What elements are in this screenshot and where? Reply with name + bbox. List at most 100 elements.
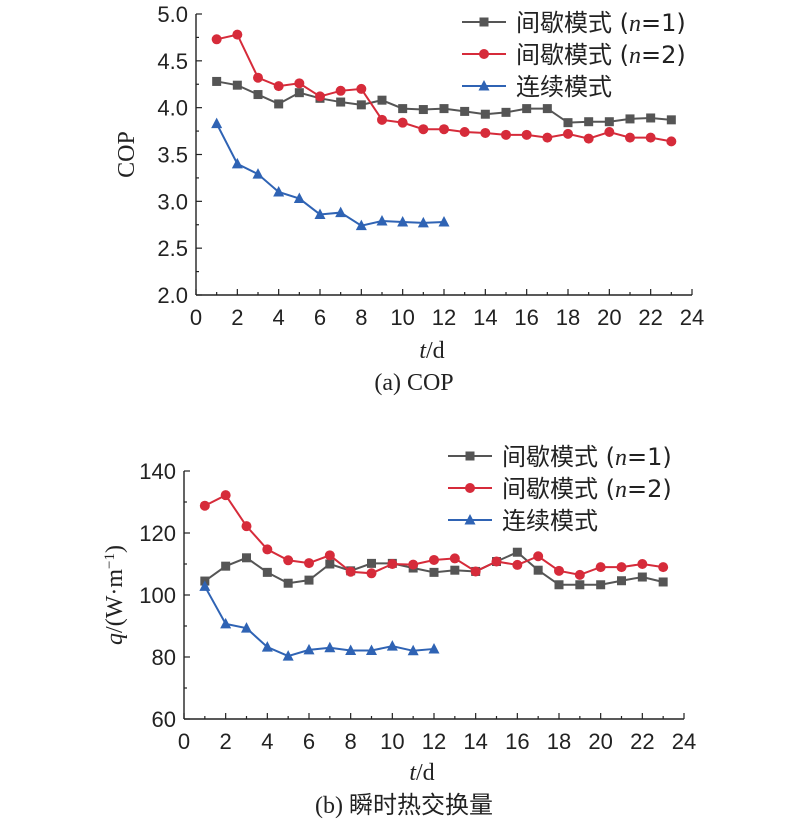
data-point xyxy=(283,578,293,588)
data-point xyxy=(345,644,357,655)
series-circle xyxy=(211,29,677,147)
data-point xyxy=(522,104,532,114)
data-point xyxy=(324,550,335,561)
x-tick-label: 16 xyxy=(505,729,529,754)
series-circle xyxy=(199,490,669,580)
data-point xyxy=(253,90,263,100)
legend-marker xyxy=(479,17,489,27)
data-point xyxy=(211,34,222,45)
y-tick-label: 80 xyxy=(152,645,176,670)
x-tick-label: 20 xyxy=(597,305,621,330)
data-point xyxy=(199,580,211,591)
data-point xyxy=(604,117,614,127)
data-point xyxy=(491,556,502,567)
data-point xyxy=(335,85,346,96)
chart-heat-exchange: 0 2 4 6 8 10 12 14 16 18 20 22 246080100120140t/dq/(… xyxy=(102,443,696,819)
data-point xyxy=(554,565,564,576)
data-point xyxy=(397,117,408,128)
legend-marker xyxy=(478,80,490,91)
data-point xyxy=(438,215,450,227)
series-triangle xyxy=(199,580,440,661)
x-tick-label: 4 xyxy=(273,305,285,330)
y-tick-label: 4.0 xyxy=(157,96,188,121)
x-tick-label: 10 xyxy=(380,729,404,754)
data-point xyxy=(658,577,668,587)
data-point xyxy=(501,107,511,117)
data-point xyxy=(241,521,252,532)
legend-marker xyxy=(464,514,476,525)
data-point xyxy=(304,558,314,569)
data-point xyxy=(273,185,285,197)
data-point xyxy=(377,114,387,125)
data-point xyxy=(336,97,346,107)
data-point xyxy=(398,104,408,114)
data-point xyxy=(574,569,585,580)
data-point xyxy=(512,559,523,570)
series-triangle xyxy=(211,117,450,231)
data-point xyxy=(428,642,440,654)
y-tick-label: 60 xyxy=(152,707,176,732)
data-point xyxy=(429,567,439,577)
data-point xyxy=(211,117,223,129)
data-point xyxy=(616,562,627,573)
data-point xyxy=(542,104,552,114)
data-point xyxy=(646,113,656,123)
data-point xyxy=(617,576,626,586)
x-tick-label: 20 xyxy=(588,729,612,754)
x-tick-label: 8 xyxy=(355,305,367,330)
data-point xyxy=(356,100,366,110)
data-point xyxy=(418,105,428,115)
data-point xyxy=(252,168,264,179)
data-point xyxy=(637,572,647,582)
data-point xyxy=(408,559,419,570)
legend-entry: 间歇模式 (n=2) xyxy=(462,41,686,69)
data-point xyxy=(242,553,251,563)
data-point xyxy=(533,551,544,562)
legend-marker xyxy=(479,49,489,59)
data-point xyxy=(273,81,284,92)
data-point xyxy=(501,129,511,140)
data-point xyxy=(480,109,490,119)
legend-entry: 连续模式 xyxy=(462,73,612,101)
data-point xyxy=(575,580,585,590)
x-tick-label: 14 xyxy=(473,305,497,330)
x-tick-label: 4 xyxy=(261,729,273,754)
data-point xyxy=(563,118,573,128)
data-point xyxy=(637,559,648,569)
y-tick-label: 5.0 xyxy=(157,2,188,27)
x-tick-label: 18 xyxy=(556,305,580,330)
data-point xyxy=(232,29,243,40)
figure-caption: (a) COP xyxy=(374,370,453,396)
y-tick-label: 3.0 xyxy=(157,189,188,214)
data-point xyxy=(220,490,231,501)
data-point xyxy=(658,562,669,573)
data-point xyxy=(439,104,449,114)
x-tick-label: 2 xyxy=(220,729,232,754)
data-point xyxy=(241,622,252,633)
data-point xyxy=(355,219,367,231)
data-point xyxy=(397,215,409,227)
x-tick-label: 22 xyxy=(630,729,654,754)
data-point xyxy=(450,565,460,575)
data-point xyxy=(625,132,635,143)
data-point xyxy=(604,127,615,138)
data-point xyxy=(335,206,347,218)
series-line xyxy=(203,585,435,658)
data-point xyxy=(666,115,676,125)
chart-cop: 0 2 4 6 8 10 12 14 16 18 20 22 242.02.53.03.54.04.55… xyxy=(114,2,704,396)
y-tick-label: 3.5 xyxy=(157,143,188,168)
legend-label: 间歇模式 (n=1) xyxy=(516,9,686,37)
y-axis-title: q/(W·m−1) xyxy=(102,545,128,645)
legend-label: 间歇模式 (n=2) xyxy=(502,475,672,503)
data-point xyxy=(377,95,387,105)
data-point xyxy=(366,644,377,655)
data-point xyxy=(304,575,314,585)
data-point xyxy=(595,562,606,573)
legend-label: 连续模式 xyxy=(516,73,612,101)
x-tick-label: 6 xyxy=(314,305,326,330)
data-point xyxy=(220,617,232,629)
data-point xyxy=(596,580,606,590)
x-tick-label: 24 xyxy=(672,729,696,754)
data-point xyxy=(386,640,398,651)
